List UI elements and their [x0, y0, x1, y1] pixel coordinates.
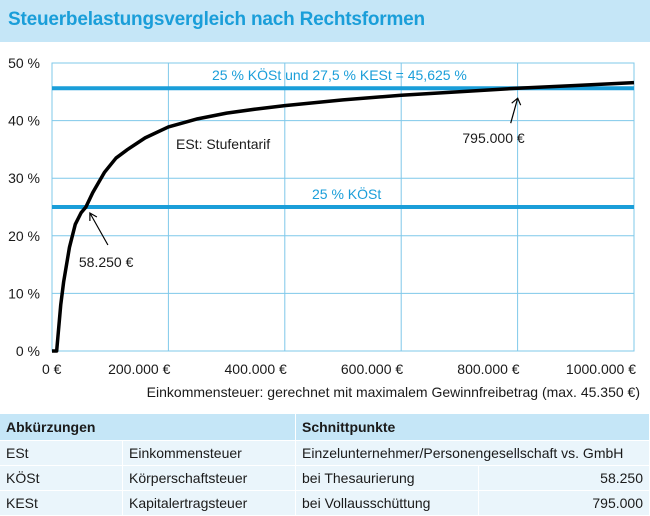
series-line: [52, 80, 635, 353]
cell-meaning: Körperschaftsteuer: [122, 465, 296, 491]
header-intersections: Schnittpunkte: [295, 414, 650, 441]
header-bar: Steuerbelastungsvergleich nach Rechtsfor…: [0, 0, 650, 42]
annotation-58250: 58.250 €: [79, 254, 134, 270]
x-tick-label: 400.000 €: [225, 361, 287, 377]
table-row: KÖSt Körperschaftsteuer bei Thesaurierun…: [0, 465, 650, 491]
cell-abbr: KESt: [0, 490, 123, 516]
table-row: KESt Kapitalertragsteuer bei Vollausschü…: [0, 490, 650, 516]
chart-svg: 0 % 10 % 20 % 30 % 40 % 50 % 0 € 200.000 € 400.0…: [8, 55, 636, 377]
page-title: Steuerbelastungsvergleich nach Rechtsfor…: [8, 9, 425, 30]
cell-meaning: Einkommensteuer: [122, 440, 296, 466]
annotation-arrowhead: [511, 97, 522, 106]
x-axis-label: Einkommensteuer: gerechnet mit maximalem…: [146, 384, 640, 400]
annotation-arrow: [89, 212, 109, 246]
y-tick-label: 40 %: [8, 113, 40, 129]
annotation-795000: 795.000 €: [462, 130, 524, 146]
tax-comparison-chart: 0 % 10 % 20 % 30 % 40 % 50 % 0 € 200.000 € 400.0…: [0, 42, 650, 413]
y-tick-label: 50 %: [8, 55, 40, 71]
reference-line-label: 25 % KÖSt und 27,5 % KESt = 45,625 %: [212, 66, 467, 83]
header-abbreviations: Abkürzungen: [0, 414, 296, 441]
abbreviations-table: Abkürzungen Schnittpunkte ESt Einkommens…: [0, 414, 650, 516]
x-tick-label: 600.000 €: [341, 361, 403, 377]
y-tick-label: 20 %: [8, 228, 40, 244]
y-tick-label: 0 %: [16, 343, 40, 359]
series-label-est: ESt: Stufentarif: [176, 136, 270, 152]
x-tick-label: 200.000 €: [108, 361, 170, 377]
cell-meaning: Kapitalertragsteuer: [122, 490, 296, 516]
x-tick-label: 0 €: [42, 361, 62, 377]
reference-line-label: 25 % KÖSt: [312, 185, 381, 202]
annotation-arrow: [510, 98, 519, 124]
cell-value: 795.000: [478, 490, 650, 516]
cell-value: 58.250: [478, 465, 650, 491]
cell-abbr: ESt: [0, 440, 123, 466]
cell-abbr: KÖSt: [0, 465, 123, 491]
y-tick-label: 10 %: [8, 285, 40, 301]
cell-description: bei Vollausschüttung: [295, 490, 479, 516]
table-row: ESt Einkommensteuer Einzelunternehmer/Pe…: [0, 440, 650, 466]
y-tick-label: 30 %: [8, 170, 40, 186]
cell-description: Einzelunternehmer/Personengesellschaft v…: [295, 440, 650, 466]
x-tick-label: 800.000 €: [457, 361, 519, 377]
table-header-row: Abkürzungen Schnittpunkte: [0, 414, 650, 441]
x-tick-label: 1000.000 €: [566, 361, 636, 377]
cell-description: bei Thesaurierung: [295, 465, 479, 491]
annotation-arrowhead: [89, 211, 98, 221]
